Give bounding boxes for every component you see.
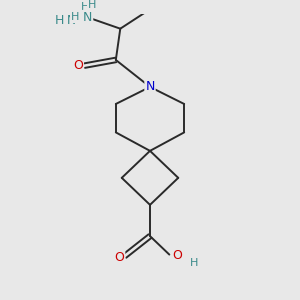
Text: H N: H N xyxy=(55,14,76,27)
Text: O: O xyxy=(173,249,183,262)
Text: O: O xyxy=(73,59,83,72)
Text: H: H xyxy=(81,2,89,11)
Text: N: N xyxy=(83,11,92,24)
Text: H: H xyxy=(88,0,96,10)
Text: N: N xyxy=(145,80,155,93)
Text: H: H xyxy=(190,257,198,268)
Text: O: O xyxy=(114,251,124,264)
Text: H: H xyxy=(71,12,79,22)
